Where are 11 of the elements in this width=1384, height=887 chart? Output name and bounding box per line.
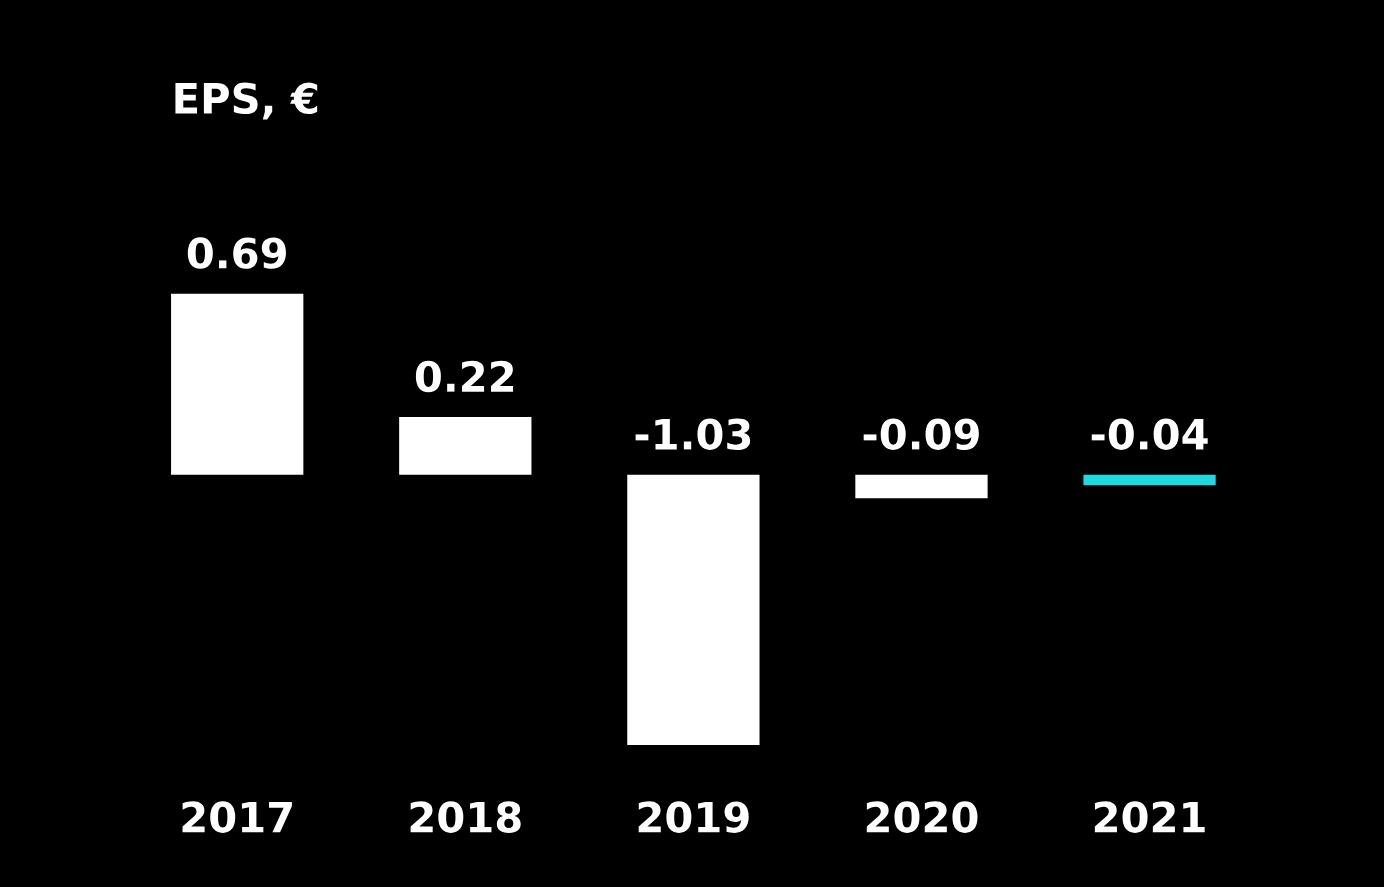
data-label: -0.09 [863,418,979,450]
chart-title: EPS, € [175,82,318,120]
x-tick-label: 2017 [182,801,292,833]
x-tick-label: 2020 [866,801,978,833]
x-tick-label: 2018 [410,801,521,833]
x-tick-label: 2021 [1094,801,1205,833]
x-tick-label: 2019 [638,801,749,833]
data-label: 0.69 [187,237,286,269]
data-label: 0.22 [415,360,514,393]
data-label: -0.04 [1091,418,1208,450]
data-label: -1.03 [635,418,751,450]
